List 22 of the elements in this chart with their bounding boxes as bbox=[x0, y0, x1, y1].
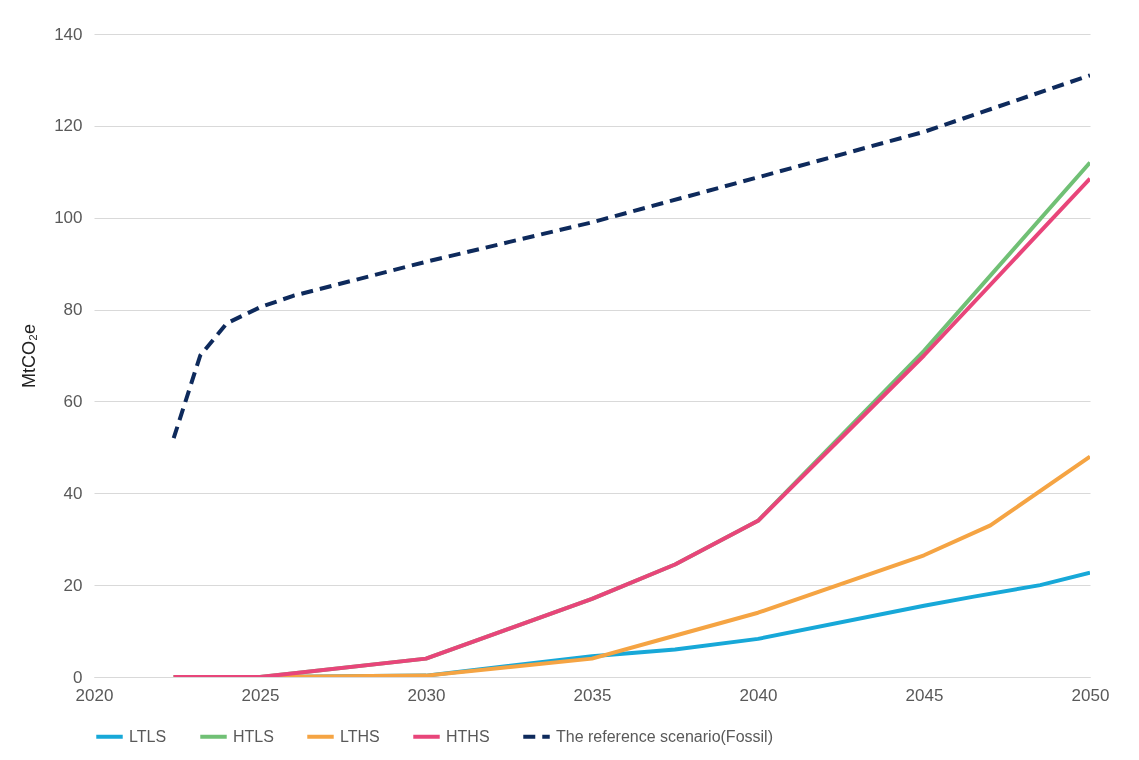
legend-label: HTLS bbox=[233, 727, 274, 745]
x-tick-label: 2040 bbox=[739, 685, 778, 705]
y-tick-label: 0 bbox=[73, 667, 83, 687]
x-tick-label: 2035 bbox=[573, 685, 612, 705]
line-series bbox=[171, 73, 1090, 441]
y-tick-label: 40 bbox=[63, 483, 83, 503]
y-axis-title: MtCO₂e bbox=[19, 324, 40, 388]
x-tick-label: 2025 bbox=[241, 685, 280, 705]
x-tick-label: 2020 bbox=[75, 685, 114, 705]
legend-label: HTHS bbox=[446, 727, 490, 745]
legend-label: LTHS bbox=[340, 727, 380, 745]
y-tick-label: 60 bbox=[63, 391, 83, 411]
x-tick-label: 2045 bbox=[905, 685, 944, 705]
y-tick-label: 100 bbox=[54, 208, 83, 228]
y-tick-label: 120 bbox=[54, 116, 83, 136]
x-tick-label: 2030 bbox=[407, 685, 446, 705]
x-tick-label: 2050 bbox=[1071, 685, 1110, 705]
legend-label: The reference scenario(Fossil) bbox=[556, 727, 773, 745]
legend-label: LTLS bbox=[129, 727, 167, 745]
y-tick-label: 140 bbox=[54, 24, 83, 44]
y-tick-label: 20 bbox=[63, 575, 83, 595]
y-tick-label: 80 bbox=[63, 300, 83, 320]
